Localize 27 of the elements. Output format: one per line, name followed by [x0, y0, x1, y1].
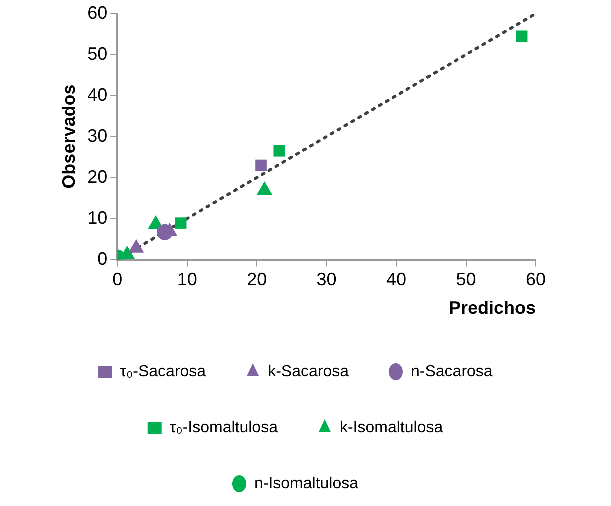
y-tick-label: 40 — [88, 84, 108, 105]
point — [274, 145, 286, 157]
x-tick-label: 50 — [456, 270, 476, 290]
legend-label: τ₀-Sacarosa — [120, 363, 206, 380]
point — [128, 239, 144, 253]
point — [256, 160, 267, 172]
x-tick-label: 30 — [316, 270, 337, 290]
legend-label: k-Isomaltulosa — [340, 419, 444, 436]
y-tick-label: 0 — [98, 248, 108, 269]
point — [516, 30, 528, 42]
y-tick-label: 20 — [88, 166, 108, 187]
legend-label: n-Sacarosa — [410, 363, 493, 380]
legend-label: n-Isomaltulosa — [254, 475, 359, 492]
legend-label: k-Sacarosa — [268, 363, 350, 380]
x-tick-label: 20 — [247, 270, 268, 290]
y-tick-label: 50 — [88, 44, 108, 64]
y-axis-title: Observados — [58, 84, 79, 189]
x-axis-title: Predichos — [448, 298, 536, 318]
y-tick-label: 30 — [88, 126, 108, 146]
x-tick-label: 60 — [526, 270, 546, 290]
legend-label: τ₀-Isomaltulosa — [170, 419, 278, 436]
point — [256, 182, 273, 196]
y-tick-label: 10 — [88, 208, 108, 228]
x-tick-label: 40 — [386, 270, 407, 290]
x-tick-label: 10 — [177, 270, 198, 290]
y-tick-label: 60 — [88, 2, 108, 23]
x-tick-label: 0 — [112, 270, 123, 290]
